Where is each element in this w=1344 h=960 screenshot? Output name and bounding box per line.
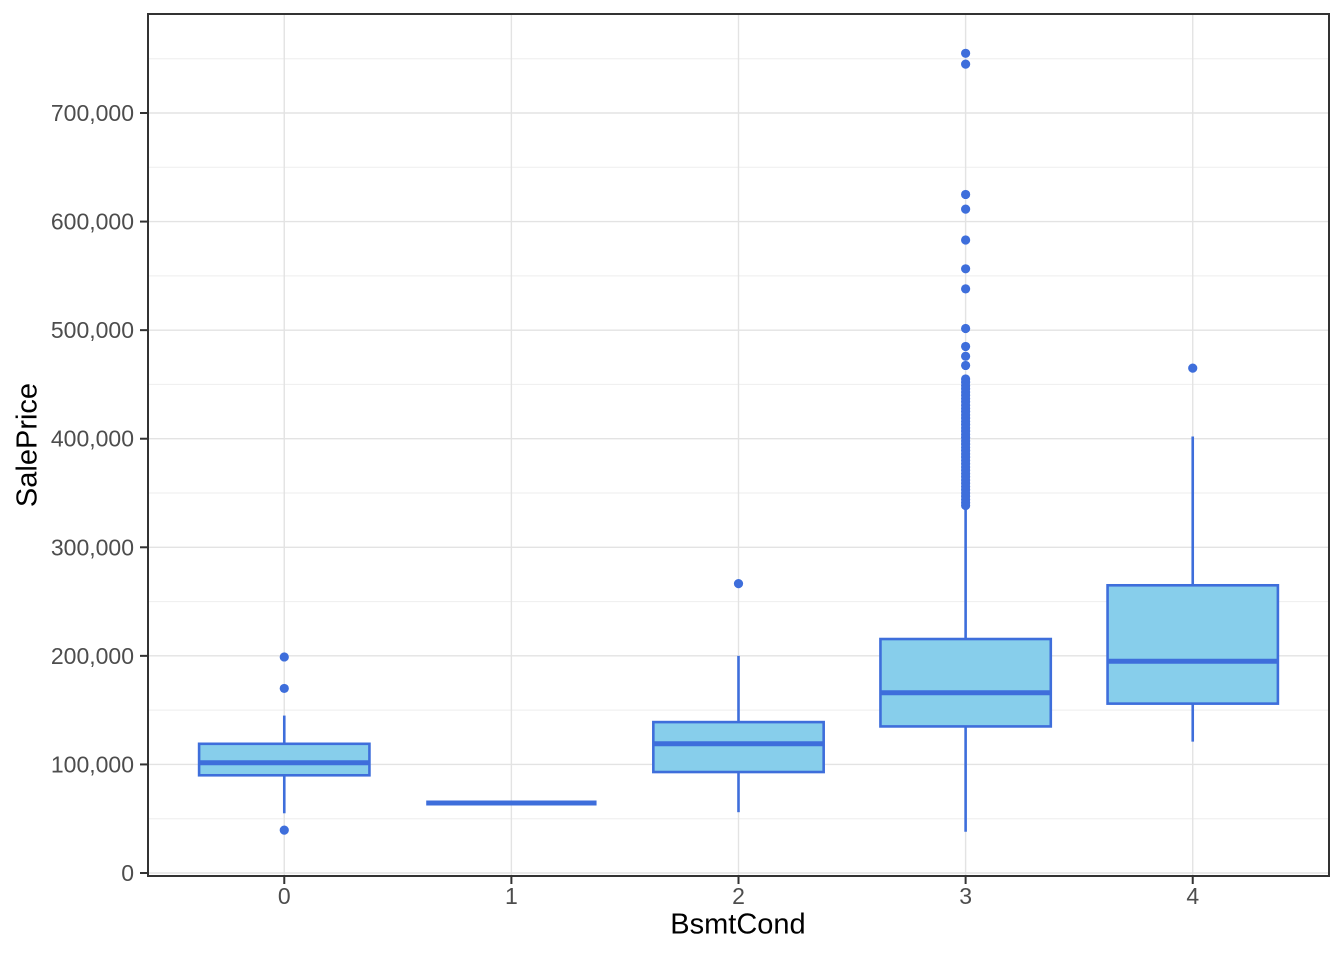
outlier-point [279, 825, 289, 835]
outlier-point [279, 652, 289, 662]
y-tick-label: 0 [121, 860, 134, 886]
outlier-point [279, 683, 289, 694]
outlier-point [961, 323, 971, 334]
box-iqr-category-2 [652, 720, 825, 774]
outlier-point [1188, 363, 1198, 373]
x-tick-label: 0 [278, 883, 291, 909]
box-iqr-category-3 [879, 637, 1053, 728]
outlier-point [733, 579, 744, 589]
y-tick-label: 100,000 [51, 751, 134, 777]
y-tick-label: 700,000 [51, 100, 134, 126]
outlier-point [961, 264, 971, 274]
y-axis-title: SalePrice [11, 382, 44, 508]
outlier-point [961, 351, 971, 361]
outlier-point [961, 500, 971, 511]
outlier-point [961, 48, 971, 58]
y-tick-label: 200,000 [51, 643, 134, 669]
x-tick-label: 2 [732, 883, 745, 909]
x-axis-title: BsmtCond [670, 908, 806, 941]
outlier-point [961, 360, 971, 371]
outlier-point [961, 235, 971, 245]
x-tick-label: 1 [505, 883, 518, 909]
y-tick-label: 600,000 [51, 209, 134, 235]
y-tick-label: 300,000 [51, 534, 134, 560]
outlier-point [961, 284, 971, 294]
box-iqr-category-0 [197, 742, 371, 777]
x-tick-label: 4 [1186, 883, 1199, 909]
y-tick-label: 400,000 [51, 426, 134, 452]
outlier-point [961, 189, 971, 200]
y-tick-label: 500,000 [51, 317, 134, 343]
outlier-point [961, 341, 971, 352]
box-iqr-category-4 [1106, 583, 1280, 705]
x-tick-label: 3 [959, 883, 972, 909]
outlier-point [961, 204, 971, 214]
outlier-point [961, 59, 971, 69]
